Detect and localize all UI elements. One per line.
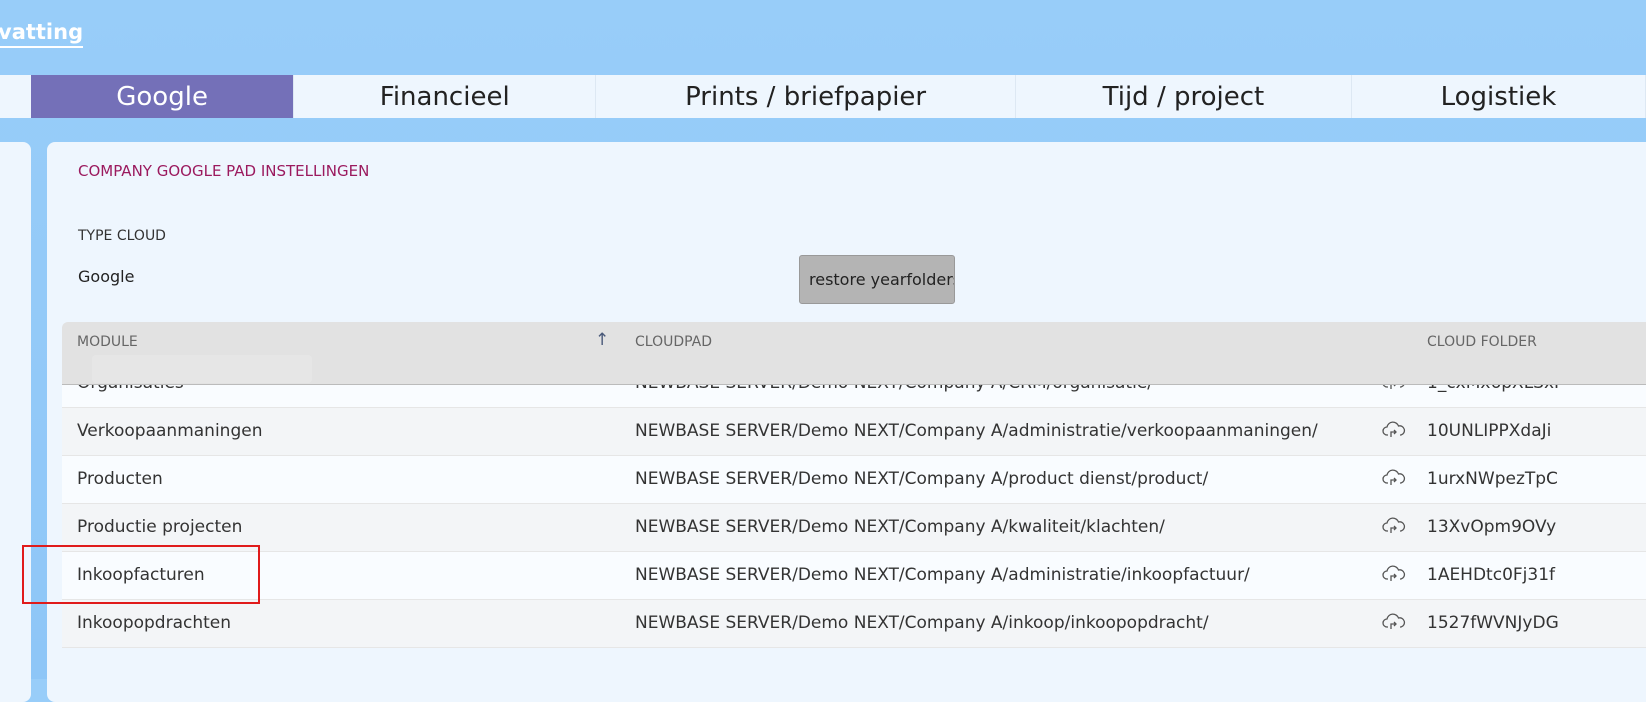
left-panel <box>0 142 31 702</box>
cloudpad-cell: NEWBASE SERVER/Demo NEXT/Company A/kwali… <box>635 517 1165 537</box>
cloud-sync-icon[interactable] <box>1382 467 1406 492</box>
cloudpad-cell: NEWBASE SERVER/Demo NEXT/Company A/inkoo… <box>635 613 1209 633</box>
cloud-sync-icon[interactable] <box>1382 563 1406 588</box>
cloud-folder-cell: 1AEHDtc0Fj31f <box>1427 565 1556 585</box>
tab-prints[interactable]: Prints / briefpapier <box>596 75 1016 118</box>
cloud-folder-cell: 13XvOpm9OVy <box>1427 517 1557 537</box>
table-row[interactable]: Inkoopfacturen NEWBASE SERVER/Demo NEXT/… <box>62 552 1646 600</box>
tab-google[interactable]: Google <box>31 75 295 118</box>
type-cloud-label: TYPE CLOUD <box>78 228 166 244</box>
module-cell: Inkoopopdrachten <box>77 613 232 633</box>
modules-table: MODULE ↑ CLOUDPAD CLOUD FOLDER Organisat… <box>62 322 1646 702</box>
breadcrumb-link[interactable]: vatting <box>0 20 84 48</box>
cloud-sync-icon[interactable] <box>1382 515 1406 540</box>
cloudpad-cell: NEWBASE SERVER/Demo NEXT/Company A/admin… <box>635 565 1250 585</box>
restore-yearfolders-button[interactable]: restore yearfolders <box>799 255 955 304</box>
cloud-sync-icon[interactable] <box>1382 419 1406 444</box>
module-cell: Productie projecten <box>77 517 243 537</box>
header-module[interactable]: MODULE <box>77 334 138 350</box>
cloudpad-cell: NEWBASE SERVER/Demo NEXT/Company A/produ… <box>635 469 1209 489</box>
table-header: MODULE ↑ CLOUDPAD CLOUD FOLDER <box>62 322 1646 385</box>
cloud-sync-icon[interactable] <box>1382 611 1406 636</box>
sort-arrow-up-icon[interactable]: ↑ <box>595 330 610 350</box>
cloud-folder-cell: 10UNLIPPXdaJi <box>1427 421 1552 441</box>
highlight-box <box>22 545 260 604</box>
type-cloud-value: Google <box>78 267 135 286</box>
cloud-folder-cell: 1urxNWpezTpC <box>1427 469 1558 489</box>
filter-input[interactable] <box>92 355 312 383</box>
cloud-folder-cell: 1527fWVNJyDG <box>1427 613 1559 633</box>
table-row[interactable]: Producten NEWBASE SERVER/Demo NEXT/Compa… <box>62 456 1646 504</box>
module-cell: Verkoopaanmaningen <box>77 421 263 441</box>
settings-panel: COMPANY GOOGLE PAD INSTELLINGEN TYPE CLO… <box>47 142 1646 702</box>
table-row[interactable]: Verkoopaanmaningen NEWBASE SERVER/Demo N… <box>62 408 1646 456</box>
table-row[interactable]: Inkoopopdrachten NEWBASE SERVER/Demo NEX… <box>62 600 1646 648</box>
header-cloud-folder[interactable]: CLOUD FOLDER <box>1427 334 1537 350</box>
module-cell: Producten <box>77 469 163 489</box>
section-title: COMPANY GOOGLE PAD INSTELLINGEN <box>78 162 370 180</box>
cloudpad-cell: NEWBASE SERVER/Demo NEXT/Company A/admin… <box>635 421 1318 441</box>
tab-tijd-project[interactable]: Tijd / project <box>1016 75 1352 118</box>
table-row[interactable]: Productie projecten NEWBASE SERVER/Demo … <box>62 504 1646 552</box>
module-cell: Inkoopfacturen <box>77 565 205 585</box>
header-cloudpad[interactable]: CLOUDPAD <box>635 334 713 350</box>
tab-bar: Google Financieel Prints / briefpapier T… <box>0 75 1646 118</box>
tab-logistiek[interactable]: Logistiek <box>1352 75 1646 118</box>
tab-financieel[interactable]: Financieel <box>294 75 597 118</box>
